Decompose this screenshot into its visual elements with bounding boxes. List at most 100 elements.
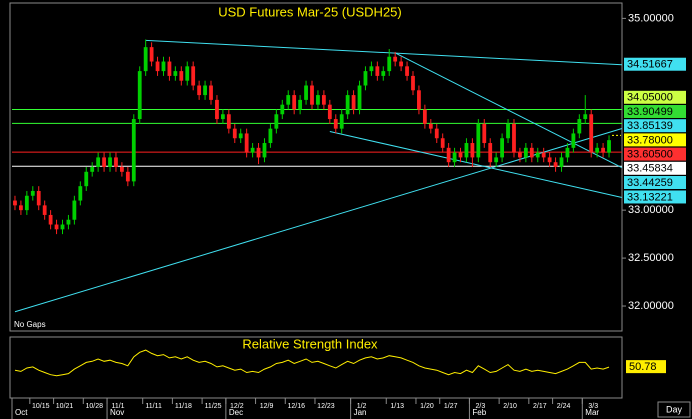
candle-body: [30, 190, 35, 196]
candle-body: [595, 147, 600, 153]
rsi-line: [14, 349, 610, 377]
trendline: [14, 128, 623, 313]
x-tick-label: 11/25: [205, 403, 222, 410]
candle-body: [13, 200, 17, 206]
y-tick-label: 32.00000: [628, 300, 674, 312]
candle-body: [434, 128, 439, 139]
candle-body: [173, 71, 178, 76]
candle-body: [256, 147, 261, 158]
candle-body: [500, 138, 504, 158]
candle-body: [155, 61, 160, 72]
candle-body: [179, 71, 184, 81]
x-tick-label: 2/3: [476, 403, 486, 410]
candle-body: [601, 147, 605, 153]
candle-body: [452, 152, 457, 163]
note: No Gaps: [14, 320, 46, 329]
candle-body: [529, 147, 534, 158]
candle-body: [411, 75, 415, 91]
candle-body: [327, 104, 332, 120]
month-label: Mar: [585, 408, 599, 417]
candle-body: [185, 66, 190, 81]
candle-body: [48, 214, 53, 225]
main-panel: [9, 2, 623, 332]
candle-body: [393, 56, 398, 62]
candle-body: [523, 147, 528, 158]
level-label-box: [624, 161, 686, 175]
level-label: 34.51667: [627, 59, 673, 71]
candle-body: [191, 66, 196, 86]
candle-body: [161, 61, 166, 72]
candle-body: [120, 167, 124, 172]
candle-body: [607, 140, 611, 153]
candle-body: [464, 143, 469, 158]
candle-body: [304, 85, 308, 100]
trendline: [394, 52, 623, 169]
candle-body: [333, 119, 338, 129]
month-label: Dec: [229, 408, 243, 417]
candle-body: [559, 157, 564, 167]
level-label-box: [624, 104, 686, 118]
x-tick-label: 1/2: [357, 403, 367, 410]
x-tick-label: 2/24: [557, 403, 571, 410]
candle-body: [577, 119, 582, 134]
candle-body: [316, 95, 320, 105]
candle-body: [215, 99, 219, 120]
x-tick-label: 11/11: [145, 403, 162, 410]
interval-box: [657, 401, 691, 418]
candle-body: [553, 162, 558, 167]
candle-body: [583, 114, 588, 120]
candle-body: [244, 133, 249, 153]
candle-body: [72, 200, 77, 220]
candle-body: [274, 114, 279, 129]
candle-body: [399, 61, 404, 67]
candle-body: [321, 95, 326, 105]
x-tick-label: 11/18: [175, 403, 192, 410]
level-label-box: [624, 119, 686, 133]
candle-body: [369, 66, 374, 72]
x-tick-label: 12/16: [287, 403, 305, 410]
candle-body: [114, 157, 118, 167]
candle-body: [345, 95, 350, 115]
candle-body: [60, 224, 65, 230]
x-tick-label: 2/10: [503, 403, 517, 410]
candle-body: [66, 219, 71, 225]
chart-title: USD Futures Mar-25 (USDH25): [218, 4, 402, 19]
x-tick-label: 12/2: [230, 403, 244, 410]
candle-body: [262, 143, 267, 158]
level-label-box: [624, 133, 686, 147]
x-tick-label: 1/20: [420, 403, 434, 410]
candle-body: [446, 147, 451, 163]
candle-body: [137, 71, 142, 120]
candle-body: [143, 47, 148, 72]
level-label-box: [624, 190, 686, 204]
candle-body: [226, 114, 231, 129]
x-tick-label: 1/27: [444, 403, 458, 410]
candle-body: [571, 133, 576, 148]
level-label-box: [624, 90, 686, 104]
candle-body: [541, 152, 546, 158]
level-label: 33.45834: [627, 163, 673, 175]
candle-body: [518, 152, 522, 158]
level-label: 33.78000: [627, 134, 673, 146]
candle-body: [292, 95, 297, 110]
x-tick-label: 10/28: [85, 403, 103, 410]
candle-body: [387, 56, 392, 72]
candle-body: [131, 119, 136, 182]
candle-body: [470, 143, 475, 158]
level-label: 33.13221: [627, 191, 673, 203]
candle-body: [96, 157, 101, 167]
rsi-title: Relative Strength Index: [242, 336, 378, 351]
y-tick-label: 35.00000: [628, 12, 674, 24]
candle-body: [565, 147, 570, 158]
candle-body: [535, 152, 540, 158]
x-tick-label: 1/13: [390, 403, 404, 410]
level-label: 33.85139: [627, 120, 673, 132]
candle-body: [108, 157, 112, 167]
candle-body: [310, 85, 314, 105]
candle-body: [298, 99, 303, 110]
rsi-panel: [9, 336, 623, 399]
candle-body: [203, 85, 207, 96]
candle-body: [286, 95, 291, 105]
candle-body: [268, 128, 273, 144]
